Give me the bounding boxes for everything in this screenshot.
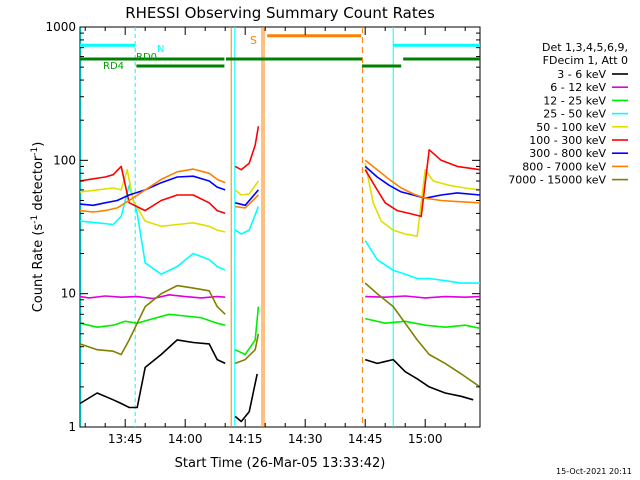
series-7-segment-1 <box>235 194 259 209</box>
series-5-segment-2 <box>364 149 481 218</box>
plot-frame <box>79 26 481 428</box>
footer-timestamp: 15-Oct-2021 20:11 <box>556 467 632 476</box>
series-7 <box>79 159 481 213</box>
mode-indicators <box>80 27 480 427</box>
series-0-segment-1 <box>234 373 258 423</box>
x-axis-label: Start Time (26-Mar-05 13:33:42) <box>175 456 386 471</box>
series-8-segment-2 <box>364 282 481 388</box>
series-0 <box>79 339 474 423</box>
y-tick-label-1: 10 <box>61 287 76 301</box>
legend-label-7: 800 - 7000 keV <box>522 160 606 173</box>
y-axis-label-sup2: -1 <box>30 147 40 156</box>
x-tick-label-0: 13:45 <box>108 432 143 446</box>
y-axis-label-end: ) <box>31 142 46 147</box>
legend-label-6: 300 - 800 keV <box>529 147 606 160</box>
series-4 <box>79 163 481 237</box>
series-2 <box>79 306 481 356</box>
series-3-segment-1 <box>234 206 260 235</box>
annotation-n: N <box>157 44 164 55</box>
legend-label-0: 3 - 6 keV <box>557 68 606 81</box>
legend-label-2: 12 - 25 keV <box>543 94 606 107</box>
series-5-segment-1 <box>234 126 260 171</box>
series-1-segment-1 <box>365 295 481 299</box>
annotation-s: S <box>250 34 257 47</box>
series-2-segment-2 <box>365 317 481 330</box>
series-2-segment-1 <box>234 306 260 356</box>
series-3 <box>79 184 480 284</box>
x-tick-label-4: 14:45 <box>348 432 383 446</box>
y-axis-label: Count Rate (s-1 detector-1) <box>30 142 46 313</box>
x-tick-label-5: 15:00 <box>408 432 443 446</box>
series-5-segment-0 <box>79 165 226 215</box>
annotation-rd4: RD4 <box>103 61 124 72</box>
legend: Det 1,3,4,5,6,9, FDecim 1, Att 0 3 - 6 k… <box>508 41 628 187</box>
series-8 <box>79 282 481 388</box>
y-axis-label-main: Count Rate (s <box>31 224 46 313</box>
y-tick-label-2: 100 <box>53 153 76 167</box>
series-layer <box>79 126 481 423</box>
series-6 <box>79 165 481 207</box>
axis-ticks: 1 10 100 1000 13:45 14:00 14:15 14:30 14:45 15:00 <box>45 20 480 446</box>
annotation-rd0: RD0 <box>136 52 157 63</box>
series-3-segment-2 <box>364 240 480 284</box>
y-axis-label-sup1: -1 <box>30 215 40 224</box>
chart-title: RHESSI Observing Summary Count Rates <box>125 4 435 22</box>
series-4-segment-2 <box>364 163 481 237</box>
series-6-segment-1 <box>235 189 260 207</box>
series-0-segment-2 <box>364 358 474 401</box>
series-7-segment-0 <box>79 168 226 213</box>
series-7-segment-2 <box>364 159 481 204</box>
legend-header-line-1: Det 1,3,4,5,6,9, <box>542 41 628 54</box>
legend-label-4: 50 - 100 keV <box>536 121 606 134</box>
series-6-segment-2 <box>364 165 481 199</box>
series-0-segment-0 <box>79 339 226 409</box>
series-4-segment-0 <box>79 168 226 233</box>
series-1-segment-0 <box>79 293 226 300</box>
x-tick-label-3: 14:30 <box>288 432 323 446</box>
series-4-segment-1 <box>234 180 260 196</box>
y-tick-label-0: 1 <box>68 420 76 434</box>
legend-label-8: 7000 - 15000 keV <box>508 174 606 187</box>
legend-label-5: 100 - 300 keV <box>529 134 606 147</box>
series-2-segment-0 <box>79 313 226 329</box>
y-tick-label-3: 1000 <box>45 20 76 34</box>
legend-header-line-2: FDecim 1, Att 0 <box>543 54 628 67</box>
series-5 <box>79 126 481 218</box>
series-8-segment-0 <box>79 284 226 356</box>
legend-label-1: 6 - 12 keV <box>550 81 606 94</box>
series-1 <box>79 293 481 300</box>
y-axis-label-mid: detector <box>31 155 46 215</box>
series-6-segment-0 <box>79 175 226 207</box>
legend-label-3: 25 - 50 keV <box>543 108 606 121</box>
x-tick-label-1: 14:00 <box>168 432 203 446</box>
series-8-segment-1 <box>234 333 260 365</box>
series-3-segment-0 <box>79 184 226 276</box>
x-tick-label-2: 14:15 <box>228 432 263 446</box>
